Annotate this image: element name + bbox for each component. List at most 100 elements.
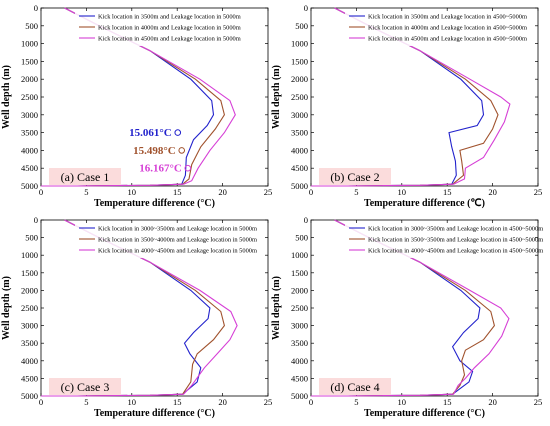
series-line-3	[41, 219, 238, 397]
legend-box	[345, 11, 532, 46]
panel-label: (d) Case 4	[330, 380, 379, 394]
annotation-label: 15.498°C	[133, 145, 176, 157]
y-axis-label: Well depth (m)	[1, 276, 12, 340]
legend-entry: Kick location in 4000m and Leakage locat…	[98, 24, 241, 31]
y-tick-label: 4500	[291, 373, 308, 383]
x-axis-label: Temperature difference (°C)	[94, 198, 215, 209]
y-tick-label: 5000	[21, 391, 38, 401]
panel-label-bg	[319, 168, 391, 185]
legend-entry: Kick location in 4000m and Leakage locat…	[368, 24, 527, 31]
y-axis-label: Well depth (m)	[271, 65, 282, 129]
legend-box	[75, 11, 262, 46]
y-tick-label: 2000	[291, 74, 308, 84]
x-tick-label: 15	[173, 187, 182, 197]
x-tick-label: 20	[488, 187, 497, 197]
y-tick-label: 2500	[291, 92, 308, 102]
legend-entry: Kick location in 3500~4000m and Leakage …	[98, 236, 257, 243]
y-tick-label: 2500	[21, 303, 38, 313]
x-tick-label: 20	[218, 187, 227, 197]
legend: Kick location in 3500m and Leakage locat…	[345, 11, 532, 46]
x-tick-label: 15	[443, 397, 452, 407]
y-tick-label: 0	[34, 215, 38, 225]
y-tick-label: 3500	[291, 338, 308, 348]
y-tick-label: 2000	[21, 74, 38, 84]
y-tick-label: 1000	[291, 250, 308, 260]
legend-box	[75, 223, 262, 258]
y-tick-label: 1000	[21, 250, 38, 260]
y-tick-label: 0	[304, 215, 308, 225]
legend-entry: Kick location in 4000~4500m and Leakage …	[368, 247, 543, 254]
x-tick-label: 25	[534, 187, 543, 197]
y-tick-label: 4000	[21, 145, 38, 155]
y-tick-label: 4000	[21, 356, 38, 366]
y-tick-label: 5000	[21, 181, 38, 191]
y-tick-label: 500	[295, 233, 308, 243]
annotation-marker	[178, 147, 186, 154]
legend: Kick location in 3000~3500m and Leakage …	[345, 223, 543, 258]
y-tick-label: 3500	[21, 338, 38, 348]
panel-case-4: 0 5 10 15 20 25 0 500 1000 1500 2000 2500 3000 3500 40…	[271, 215, 543, 419]
y-tick-label: 1500	[21, 268, 38, 278]
y-tick-label: 4500	[21, 163, 38, 173]
x-tick-label: 5	[84, 397, 88, 407]
panel-label-bg	[319, 378, 391, 395]
y-tick-label: 0	[304, 3, 308, 13]
series-line-3	[311, 219, 510, 397]
annotation-label: 15.061°C	[129, 127, 172, 139]
y-tick-label: 2000	[21, 285, 38, 295]
annotation-marker	[184, 164, 192, 172]
y-tick-label: 3000	[21, 110, 38, 120]
legend-entry: Kick location in 4500m and Leakage locat…	[368, 35, 527, 42]
x-tick-label: 25	[534, 397, 543, 407]
y-tick-label: 2500	[291, 303, 308, 313]
y-tick-label: 2500	[21, 92, 38, 102]
x-tick-label: 0	[309, 187, 313, 197]
annotation-label: 16.167°C	[139, 163, 182, 175]
panel-label-bg	[49, 168, 121, 185]
panel-case-1: 0 5 10 15 20 25 0 500 1000 1500 2000 2500 3000 3500 40…	[1, 3, 272, 209]
y-tick-label: 3500	[291, 128, 308, 138]
legend-entry: Kick location in 3500m and Leakage locat…	[98, 13, 241, 20]
panel-case-2: 0 5 10 15 20 25 0 500 1000 1500 2000 2500 3000 3500 40…	[271, 3, 542, 209]
legend-entry: Kick location in 3500~3500m and Leakage …	[368, 236, 543, 243]
y-tick-label: 1000	[291, 39, 308, 49]
y-tick-label: 5000	[291, 391, 308, 401]
x-tick-label: 10	[128, 397, 137, 407]
legend-entry: Kick location in 3000~3500m and Leakage …	[368, 225, 543, 232]
y-axis-label: Well depth (m)	[1, 65, 12, 129]
y-axis-label: Well depth (m)	[271, 276, 282, 340]
y-tick-label: 4500	[21, 373, 38, 383]
legend-entry: Kick location in 4000~4500m and Leakage …	[98, 247, 257, 254]
y-tick-label: 1500	[291, 56, 308, 66]
y-tick-label: 5000	[291, 181, 308, 191]
y-tick-label: 3500	[21, 128, 38, 138]
legend-entry: Kick location in 4500m and Leakage locat…	[98, 35, 241, 42]
x-tick-label: 5	[84, 187, 88, 197]
x-tick-label: 10	[398, 187, 407, 197]
y-tick-label: 1000	[21, 39, 38, 49]
x-tick-label: 25	[264, 187, 273, 197]
x-tick-label: 0	[309, 397, 313, 407]
legend: Kick location in 3500m and Leakage locat…	[75, 11, 262, 46]
x-tick-label: 25	[264, 397, 273, 407]
y-tick-label: 3000	[291, 110, 308, 120]
y-tick-label: 500	[295, 21, 308, 31]
legend: Kick location in 3000~3500m and Leakage …	[75, 223, 262, 258]
x-tick-label: 20	[218, 397, 227, 407]
x-tick-label: 0	[39, 187, 43, 197]
y-tick-label: 500	[25, 21, 38, 31]
x-tick-label: 20	[488, 397, 497, 407]
panel-label: (b) Case 2	[330, 170, 379, 184]
series-line-3	[41, 7, 236, 187]
y-tick-label: 4000	[291, 145, 308, 155]
annotation-marker	[174, 129, 182, 136]
panel-label: (a) Case 1	[61, 170, 110, 184]
x-tick-label: 5	[354, 397, 358, 407]
x-axis-label: Temperature difference (°C)	[364, 408, 485, 419]
legend-entry: Kick location in 3000~3500m and Leakage …	[98, 225, 257, 232]
x-tick-label: 15	[173, 397, 182, 407]
x-tick-label: 15	[443, 187, 452, 197]
y-tick-label: 4500	[291, 163, 308, 173]
legend-box	[345, 223, 532, 258]
